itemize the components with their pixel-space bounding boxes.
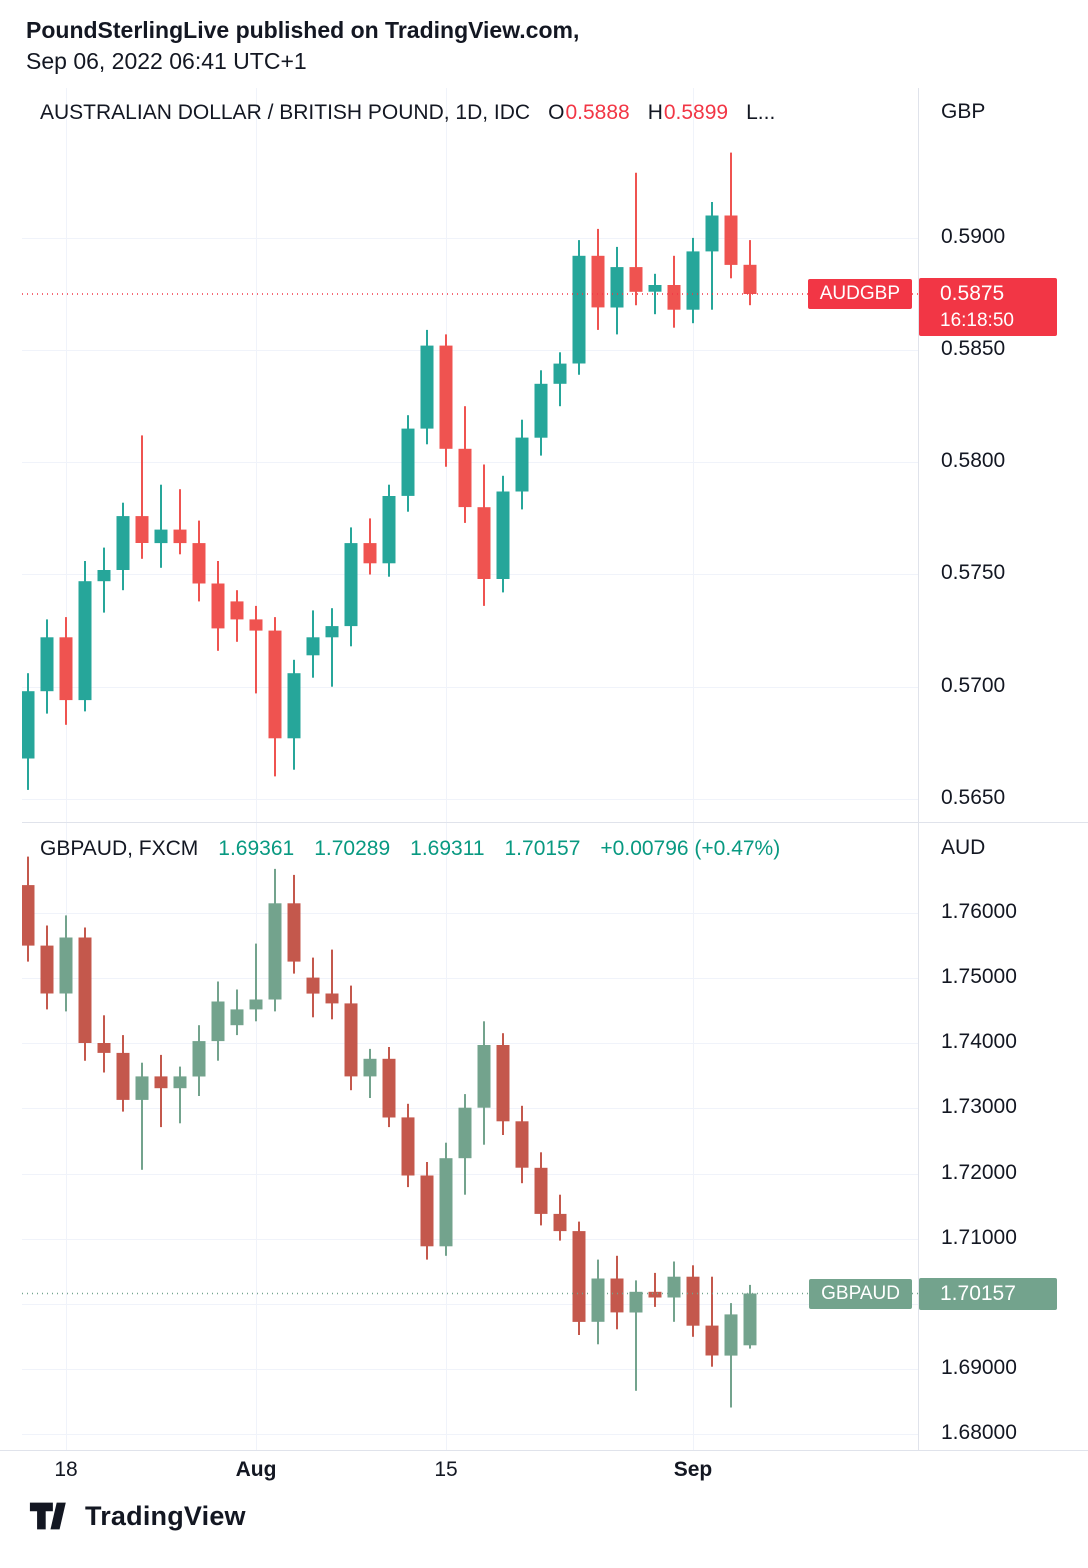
price-tick-label: 0.5750 — [941, 561, 1006, 585]
gbpaud-change: +0.00796 (+0.47%) — [600, 837, 781, 860]
time-axis[interactable]: 18 Aug 15 Sep — [0, 1450, 1088, 1491]
price-tick-label: 1.71000 — [941, 1225, 1017, 1249]
price-tick-label: 1.76000 — [941, 900, 1017, 924]
price-tick-label: 1.72000 — [941, 1160, 1017, 1184]
grid-lines — [22, 822, 918, 1450]
pane-divider[interactable] — [22, 822, 1088, 823]
time-axis-label: 15 — [434, 1458, 458, 1481]
price-tick-label: 1.69000 — [941, 1355, 1017, 1379]
gbpaud-last-price-badge: 1.70157 — [919, 1277, 1057, 1310]
tradingview-footer: TradingView — [28, 1496, 246, 1536]
audgbp-legend-title: AUSTRALIAN DOLLAR / BRITISH POUND, 1D, I… — [40, 101, 531, 124]
price-tick-label: 0.5800 — [941, 449, 1006, 473]
price-tick-label: 0.5650 — [941, 785, 1006, 809]
candles — [22, 152, 757, 790]
price-tick-label: 1.73000 — [941, 1095, 1017, 1119]
gbpaud-close: 1.70157 — [504, 837, 581, 860]
audgbp-pane[interactable] — [22, 88, 918, 822]
audgbp-low-truncated: L... — [746, 101, 776, 124]
price-axis-currency-gbp: GBP — [941, 100, 986, 123]
gbpaud-symbol-badge: GBPAUD — [809, 1278, 912, 1309]
price-axis-currency-aud: AUD — [941, 836, 986, 859]
candles — [22, 856, 757, 1408]
price-axis[interactable] — [918, 88, 1088, 1450]
audgbp-symbol-badge: AUDGBP — [807, 278, 912, 309]
gbpaud-legend: GBPAUD, FXCM 1.69361 1.70289 1.69311 1.70157… — [40, 837, 780, 861]
time-axis-label: Sep — [673, 1458, 713, 1481]
price-tick-label: 0.5700 — [941, 673, 1006, 697]
audgbp-open: O0.5888 — [548, 101, 630, 124]
gbpaud-candlestick-plot — [22, 822, 918, 1450]
gbpaud-high: 1.70289 — [314, 837, 391, 860]
price-tick-label: 1.68000 — [941, 1420, 1017, 1444]
audgbp-last-price-badge: 0.5875 16:18:50 — [919, 277, 1057, 336]
audgbp-legend: AUSTRALIAN DOLLAR / BRITISH POUND, 1D, I… — [40, 101, 775, 125]
price-tick-label: 1.75000 — [941, 965, 1017, 989]
time-axis-label: 18 — [54, 1458, 78, 1481]
gbpaud-low: 1.69311 — [410, 837, 485, 860]
gbpaud-open: 1.69361 — [218, 837, 295, 860]
time-axis-label: Aug — [235, 1458, 277, 1481]
price-tick-label: 0.5900 — [941, 224, 1006, 248]
price-tick-label: 0.5850 — [941, 337, 1006, 361]
publisher-line: PoundSterlingLive published on TradingVi… — [26, 17, 580, 43]
tradingview-logo-icon — [29, 1502, 66, 1530]
tradingview-brand-text: TradingView — [85, 1500, 246, 1531]
audgbp-candlestick-plot — [22, 88, 918, 822]
audgbp-high: H0.5899 — [647, 101, 729, 124]
publish-date: Sep 06, 2022 06:41 UTC+1 — [26, 48, 307, 74]
gbpaud-pane[interactable] — [22, 822, 918, 1450]
price-tick-label: 1.74000 — [941, 1030, 1017, 1054]
publisher-header: PoundSterlingLive published on TradingVi… — [26, 14, 579, 77]
gbpaud-legend-title: GBPAUD, FXCM — [40, 837, 199, 860]
